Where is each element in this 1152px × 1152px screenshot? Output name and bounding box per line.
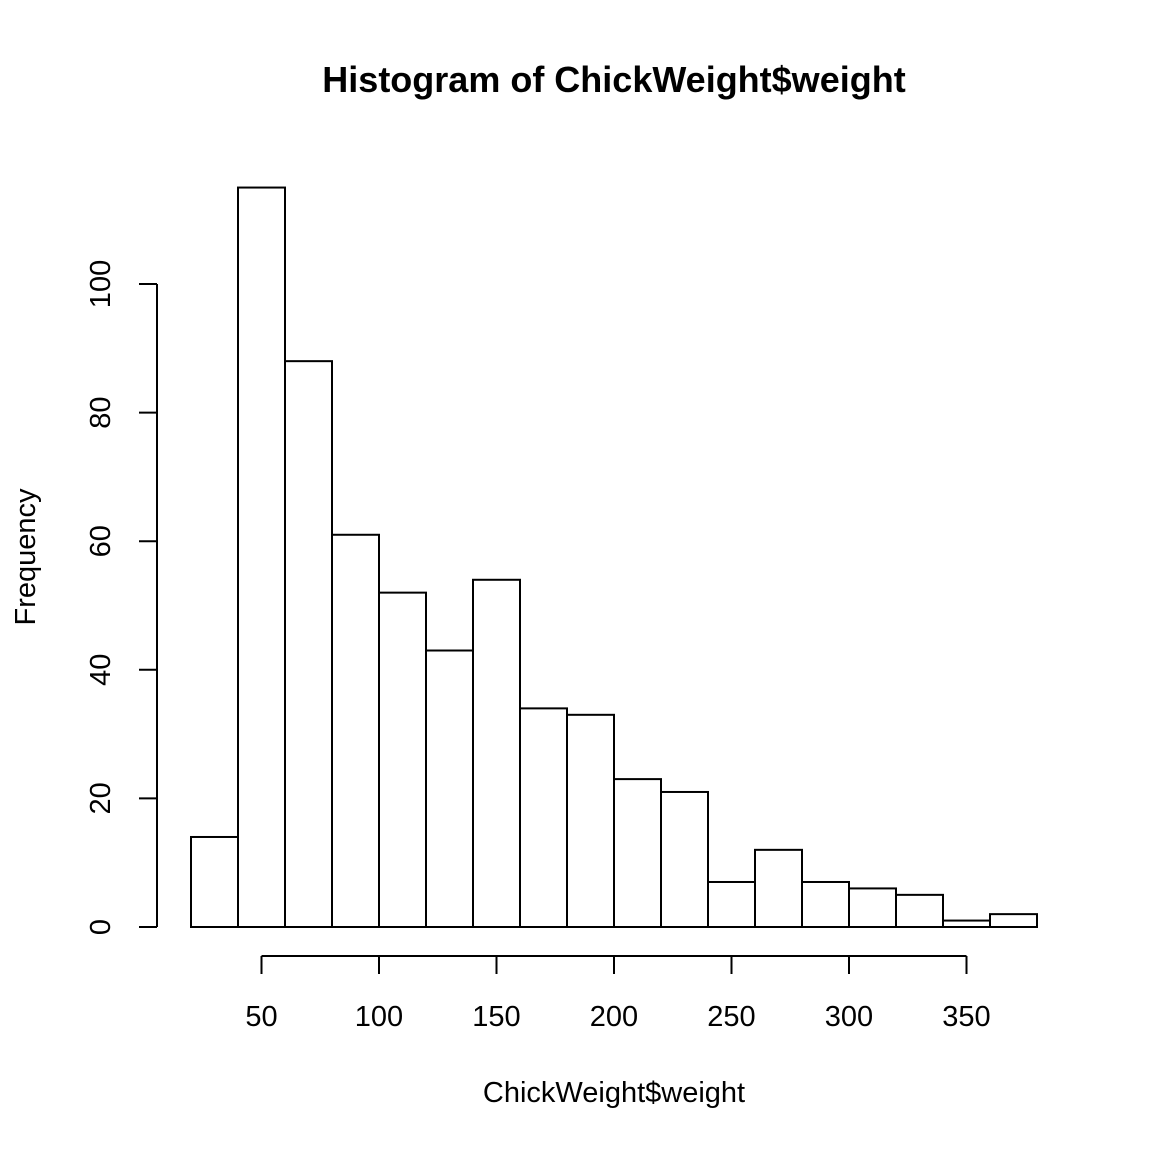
- histogram-bar: [472, 578, 521, 929]
- histogram-bar: [613, 778, 662, 928]
- histogram-bar: [660, 790, 709, 928]
- histogram-bar: [378, 591, 427, 928]
- y-tick-label: 60: [85, 525, 117, 557]
- y-axis: 0 20 40 60 80 100: [85, 260, 158, 935]
- histogram-bar: [425, 649, 474, 928]
- histogram-bar: [895, 893, 944, 928]
- y-tick-label: 40: [85, 654, 117, 686]
- x-tick-label: 200: [590, 1001, 638, 1033]
- histogram-bar: [331, 533, 380, 929]
- histogram-bar: [237, 186, 286, 929]
- histogram-bar: [284, 360, 333, 929]
- bars-group: [190, 186, 1038, 929]
- histogram-bar: [519, 707, 568, 928]
- x-tick-label: 350: [942, 1001, 990, 1033]
- histogram-bar: [707, 880, 756, 928]
- x-tick-label: 250: [707, 1001, 755, 1033]
- x-axis: 50 100 150 200 250 300 350: [245, 955, 991, 1033]
- y-axis-label: Frequency: [10, 488, 42, 626]
- histogram-bar: [190, 835, 239, 928]
- x-axis-label: ChickWeight$weight: [483, 1077, 745, 1109]
- chart-title: Histogram of ChickWeight$weight: [322, 59, 905, 100]
- histogram-bar: [801, 880, 850, 928]
- x-tick-label: 300: [825, 1001, 873, 1033]
- x-tick-label: 50: [245, 1001, 277, 1033]
- x-tick-label: 100: [355, 1001, 403, 1033]
- y-tick-label: 20: [85, 782, 117, 814]
- y-tick-label: 80: [85, 396, 117, 428]
- y-tick-label: 0: [85, 919, 117, 935]
- histogram-bar: [566, 713, 615, 928]
- histogram-bar: [848, 887, 897, 928]
- y-tick-label: 100: [85, 260, 117, 308]
- x-tick-label: 150: [472, 1001, 520, 1033]
- histogram-bar: [754, 848, 803, 929]
- histogram-bar: [989, 913, 1038, 929]
- histogram-bar: [942, 919, 991, 929]
